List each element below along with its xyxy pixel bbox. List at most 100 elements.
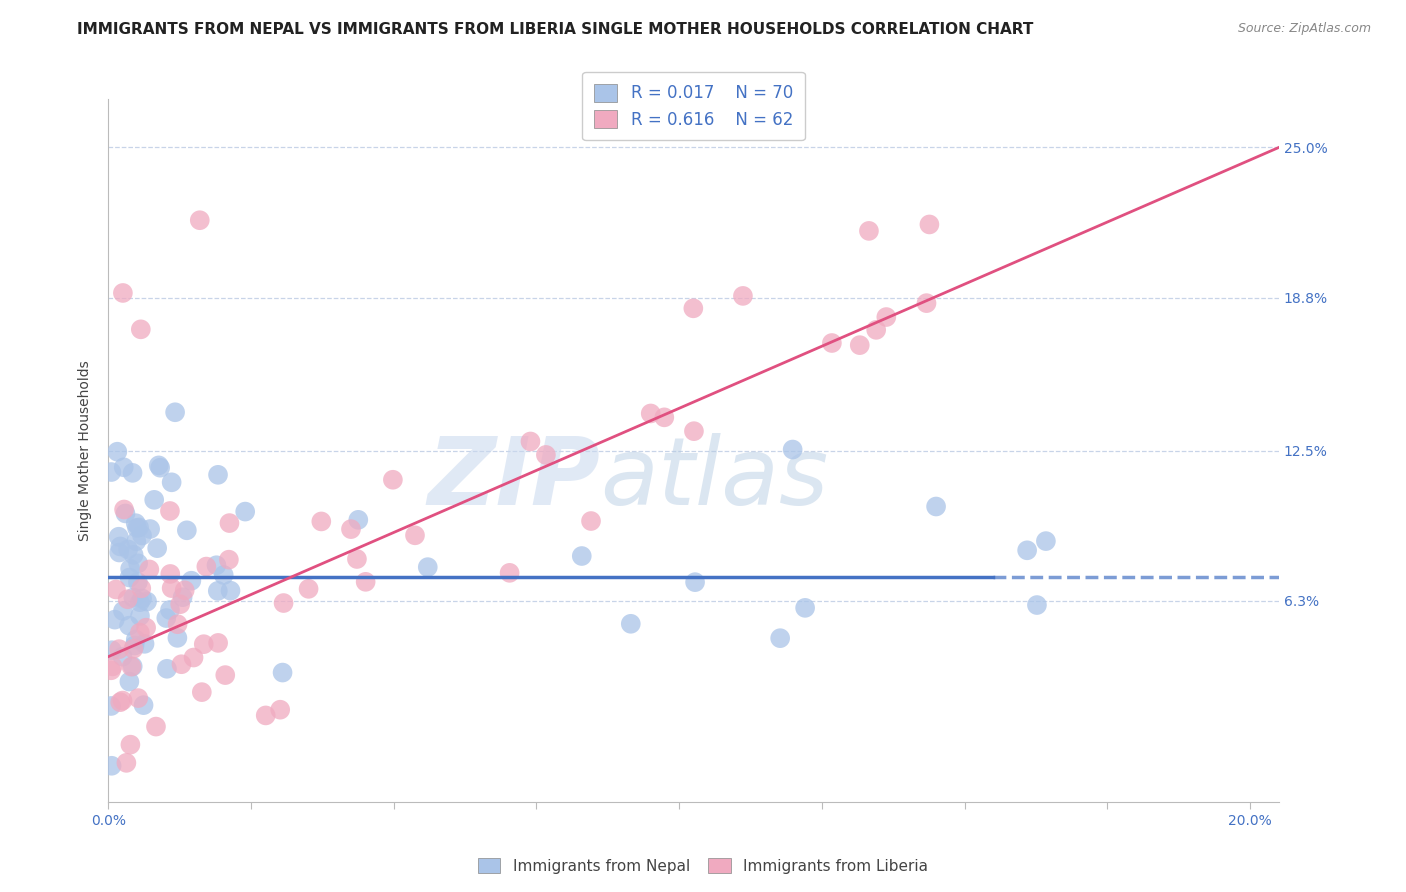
Point xyxy=(233,505,256,519)
Point xyxy=(165,405,187,419)
Point xyxy=(340,522,363,536)
Point xyxy=(132,698,155,713)
Point xyxy=(172,591,194,605)
Point xyxy=(160,581,183,595)
Y-axis label: Single Mother Households: Single Mother Households xyxy=(79,360,93,541)
Point xyxy=(925,500,948,514)
Point xyxy=(148,458,170,473)
Point xyxy=(120,738,142,752)
Point xyxy=(112,460,135,475)
Point xyxy=(169,597,191,611)
Point xyxy=(139,522,162,536)
Point xyxy=(193,637,215,651)
Point xyxy=(620,616,643,631)
Point xyxy=(176,524,198,538)
Point xyxy=(108,545,131,559)
Point xyxy=(105,444,128,458)
Point xyxy=(104,613,127,627)
Point xyxy=(122,548,145,562)
Point xyxy=(138,562,160,576)
Point xyxy=(122,591,145,605)
Point xyxy=(100,663,122,677)
Point xyxy=(135,621,157,635)
Legend: Immigrants from Nepal, Immigrants from Liberia: Immigrants from Nepal, Immigrants from L… xyxy=(471,852,935,880)
Point xyxy=(821,336,844,351)
Point xyxy=(404,528,426,542)
Point xyxy=(218,552,240,566)
Point xyxy=(207,467,229,482)
Point xyxy=(1017,543,1039,558)
Point xyxy=(145,720,167,734)
Point xyxy=(125,534,148,549)
Point xyxy=(128,520,150,534)
Point xyxy=(127,575,149,590)
Point xyxy=(117,542,139,557)
Point xyxy=(416,560,439,574)
Point xyxy=(121,659,143,673)
Point xyxy=(205,558,228,573)
Point xyxy=(108,540,131,554)
Point xyxy=(120,562,142,576)
Point xyxy=(195,559,218,574)
Point xyxy=(858,224,880,238)
Point xyxy=(173,583,195,598)
Point xyxy=(125,632,148,647)
Point xyxy=(104,582,127,597)
Point xyxy=(1035,534,1057,549)
Point xyxy=(121,466,143,480)
Point xyxy=(683,424,706,438)
Point xyxy=(191,685,214,699)
Point xyxy=(219,583,242,598)
Point xyxy=(354,574,377,589)
Point xyxy=(156,662,179,676)
Point xyxy=(100,465,122,479)
Point xyxy=(848,338,870,352)
Point xyxy=(155,611,177,625)
Point xyxy=(170,657,193,672)
Point xyxy=(159,504,181,518)
Point xyxy=(207,583,229,598)
Point xyxy=(218,516,240,530)
Point xyxy=(111,649,134,664)
Point xyxy=(683,575,706,590)
Point xyxy=(118,674,141,689)
Point xyxy=(121,659,143,673)
Point xyxy=(129,322,152,336)
Point xyxy=(865,323,887,337)
Point xyxy=(794,600,817,615)
Point xyxy=(682,301,704,316)
Point xyxy=(108,642,131,657)
Point xyxy=(125,521,148,535)
Point xyxy=(100,698,122,713)
Point xyxy=(127,691,149,706)
Point xyxy=(269,703,291,717)
Text: Source: ZipAtlas.com: Source: ZipAtlas.com xyxy=(1237,22,1371,36)
Point xyxy=(273,596,295,610)
Point xyxy=(782,442,804,457)
Point xyxy=(207,636,229,650)
Point xyxy=(166,617,188,632)
Point xyxy=(381,473,404,487)
Point xyxy=(115,756,138,770)
Point xyxy=(1026,598,1049,612)
Point xyxy=(159,566,181,581)
Point xyxy=(112,502,135,516)
Point xyxy=(346,552,368,566)
Point xyxy=(136,594,159,608)
Point xyxy=(183,650,205,665)
Point xyxy=(498,566,520,580)
Point xyxy=(769,631,792,645)
Point xyxy=(101,659,124,673)
Point xyxy=(111,693,134,707)
Point xyxy=(166,631,188,645)
Point xyxy=(143,492,166,507)
Point xyxy=(875,310,897,324)
Point xyxy=(271,665,294,680)
Point xyxy=(128,595,150,609)
Point xyxy=(101,643,124,657)
Point xyxy=(579,514,602,528)
Point xyxy=(124,639,146,653)
Point xyxy=(125,516,148,531)
Point xyxy=(212,568,235,582)
Point xyxy=(652,410,675,425)
